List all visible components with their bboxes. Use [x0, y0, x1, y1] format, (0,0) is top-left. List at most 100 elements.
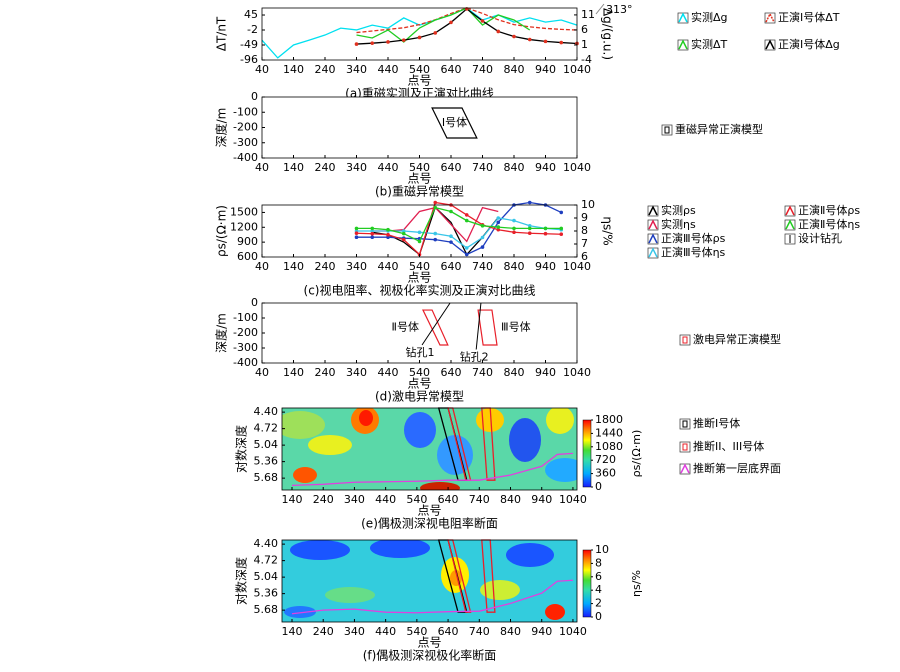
series-line	[356, 201, 562, 256]
x-axis-label: 点号	[407, 377, 431, 391]
x-tick-label: 540	[406, 625, 427, 638]
plot-area	[262, 303, 577, 363]
series-marker	[433, 205, 438, 210]
x-tick-label: 540	[409, 260, 430, 273]
x-tick-label: 440	[378, 63, 399, 76]
plot-frame	[281, 407, 578, 491]
plot-area	[262, 8, 577, 60]
series-marker	[354, 231, 359, 236]
colorbar-tick-label: 2	[595, 597, 602, 610]
series-marker	[417, 230, 422, 235]
series-marker	[496, 220, 501, 225]
body-outline	[431, 107, 478, 139]
series-marker	[512, 230, 516, 235]
x-tick-label: 340	[346, 161, 367, 174]
chart-title: (c)视电阻率、视极化率实测及正演对比曲线	[304, 283, 536, 298]
contour-fill	[282, 540, 577, 622]
contour-fill	[282, 408, 577, 490]
y-tick-label: -400	[233, 151, 258, 164]
y-tick-label: -100	[233, 105, 258, 118]
legend-label: 正演Ⅱ号体ρs	[798, 203, 860, 217]
legend-label: 实测Δg	[691, 10, 728, 24]
x-tick-label: 540	[409, 161, 430, 174]
colorbar-tick-label: 0	[595, 480, 602, 493]
series-marker	[386, 235, 390, 239]
series-marker	[401, 231, 406, 236]
chart-title: (b)重磁异常模型	[375, 184, 464, 199]
legend-label: 推断II、III号体	[693, 439, 764, 453]
y-axis-label: 深度/m	[214, 313, 229, 353]
legend-swatch	[682, 443, 688, 451]
x-tick-label: 340	[346, 63, 367, 76]
series-marker	[433, 237, 438, 242]
x-tick-label: 140	[281, 493, 302, 506]
y-tick-label: 5.68	[254, 471, 279, 484]
legend-label: 正演Ⅰ号体ΔT	[778, 10, 840, 24]
legend-swatch	[648, 233, 658, 244]
x-tick-label: 40	[255, 161, 269, 174]
legend-swatch	[648, 205, 658, 216]
colorbar-tick-label: 10	[595, 543, 609, 556]
series-marker	[496, 225, 501, 229]
x-tick-label: 640	[438, 493, 459, 506]
series-marker	[527, 37, 532, 42]
series-marker	[417, 35, 422, 40]
x-axis-label: 点号	[417, 504, 441, 518]
y-tick-label: 4.40	[254, 405, 279, 418]
series-marker	[464, 218, 469, 223]
series-marker	[401, 229, 406, 233]
plot-frame	[281, 539, 578, 623]
legend-label: 正演Ⅱ号体ηs	[798, 217, 860, 231]
series-marker	[527, 226, 532, 231]
x-tick-label: 540	[406, 493, 427, 506]
x-tick-label: 1040	[563, 260, 591, 273]
x-tick-label: 1040	[563, 366, 591, 379]
series-marker	[527, 200, 532, 205]
series-marker	[543, 231, 548, 236]
y-tick-label: 5.68	[254, 603, 279, 616]
series-line	[356, 7, 531, 43]
x-tick-label: 240	[315, 366, 336, 379]
legend-label: 激电异常正演模型	[693, 332, 781, 346]
legend-box	[784, 233, 796, 245]
series-marker	[449, 240, 453, 244]
colorbar-tick-label: 1080	[595, 440, 623, 453]
legend-swatch	[648, 247, 658, 258]
series-marker	[480, 224, 485, 228]
x-tick-label: 740	[472, 161, 493, 174]
series-marker	[480, 235, 485, 240]
colorbar-label: ηs/%	[630, 570, 643, 597]
x-axis-label: 点号	[417, 636, 441, 650]
y-tick-label: 900	[237, 235, 258, 248]
series-marker	[354, 42, 359, 46]
series-marker	[527, 224, 532, 228]
x-tick-label: 540	[409, 366, 430, 379]
x-tick-label: 240	[315, 63, 336, 76]
series-marker	[464, 213, 469, 217]
x-tick-label: 840	[504, 63, 525, 76]
x-tick-label: 840	[500, 625, 521, 638]
x-tick-label: 140	[283, 366, 304, 379]
x-tick-label: 1040	[559, 625, 587, 638]
x-tick-label: 640	[441, 161, 462, 174]
legend-swatch	[765, 39, 775, 50]
plot-area	[262, 97, 577, 158]
x-tick-label: 240	[315, 161, 336, 174]
x-tick-label: 740	[469, 625, 490, 638]
y-tick-label: 5.04	[254, 570, 279, 583]
y2-tick-label: 1	[581, 38, 588, 51]
x-tick-label: 440	[378, 260, 399, 273]
y2-tick-label: 11	[581, 8, 595, 21]
legend-swatch	[680, 463, 690, 474]
y-tick-label: 0	[251, 90, 258, 103]
y-axis-label: 对数深度	[234, 425, 249, 473]
y-tick-label: 5.36	[254, 587, 279, 600]
legend-swatch	[664, 126, 670, 134]
drillhole-label: 钻孔1	[406, 345, 435, 359]
series-line	[356, 7, 578, 34]
x-tick-label: 640	[441, 366, 462, 379]
x-tick-label: 340	[346, 260, 367, 273]
chart-title: (d)激电异常模型	[375, 390, 464, 404]
series-marker	[370, 41, 375, 45]
